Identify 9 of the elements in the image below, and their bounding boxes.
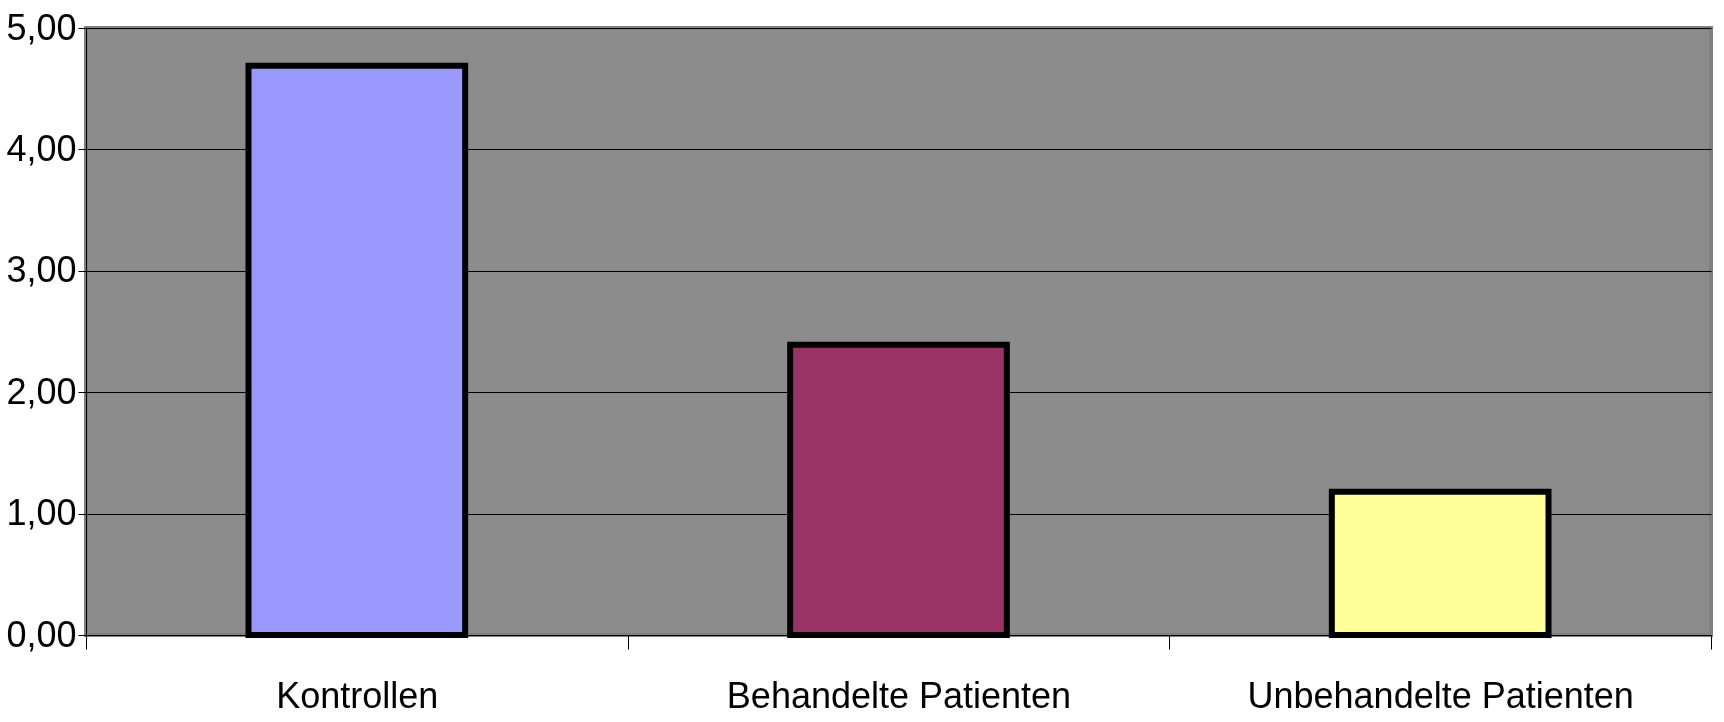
- y-tick-label: 1,00: [6, 492, 77, 534]
- y-tick-label: 0,00: [6, 613, 77, 655]
- x-tick-label: Unbehandelte Patienten: [1247, 674, 1634, 716]
- y-tick-label: 5,00: [6, 6, 77, 48]
- x-tick-label: Behandelte Patienten: [726, 674, 1072, 716]
- y-tick-label: 3,00: [6, 249, 77, 291]
- y-tick-label: 2,00: [6, 370, 77, 412]
- x-tick-label: Kontrollen: [276, 674, 439, 716]
- y-tick-label: 4,00: [6, 127, 77, 169]
